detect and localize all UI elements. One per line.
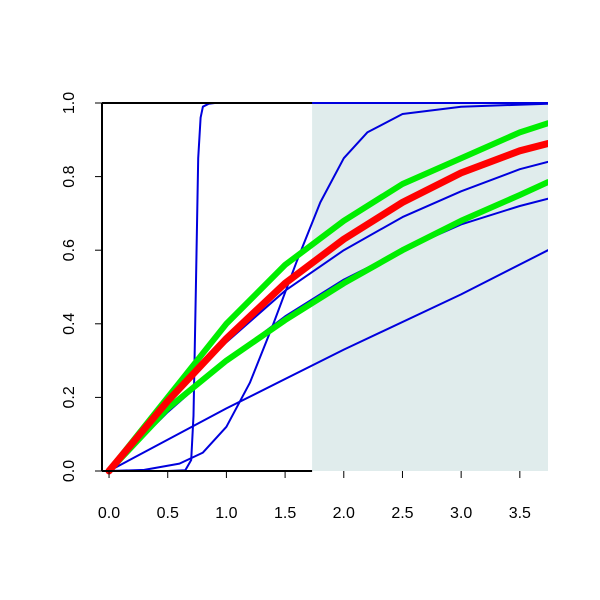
y-tick-label-4: 0.8 [61, 165, 78, 187]
y-tick-label-0: 0.0 [61, 460, 78, 482]
series-line-7 [106, 120, 548, 474]
x-tick-label-5: 2.5 [391, 505, 413, 522]
x-tick-label-7: 3.5 [509, 505, 531, 522]
series-line-5 [108, 249, 548, 472]
tick-layer: 0.0 0.5 1.0 1.5 2.0 2.5 3.0 3.5 0.0 0.2 0.4 0.6 0.8 1… [61, 92, 531, 522]
x-tick-label-2: 1.0 [215, 505, 237, 522]
series-line-2 [108, 102, 548, 472]
series-line-9 [105, 140, 548, 475]
y-tick-label-3: 0.6 [61, 239, 78, 261]
shaded-region-layer [312, 103, 548, 471]
x-tick-label-0: 0.0 [98, 505, 120, 522]
axes-layer [101, 102, 313, 472]
y-tick-label-1: 0.2 [61, 386, 78, 408]
shaded-region [312, 103, 548, 471]
x-tick-label-1: 0.5 [157, 505, 179, 522]
x-tick-label-4: 2.0 [333, 505, 355, 522]
x-tick-label-6: 3.0 [450, 505, 472, 522]
series-layer [105, 102, 548, 475]
y-tick-label-2: 0.4 [61, 313, 78, 335]
x-tick-label-3: 1.5 [274, 505, 296, 522]
y-tick-label-5: 1.0 [61, 92, 78, 114]
series-line-8 [106, 179, 548, 474]
